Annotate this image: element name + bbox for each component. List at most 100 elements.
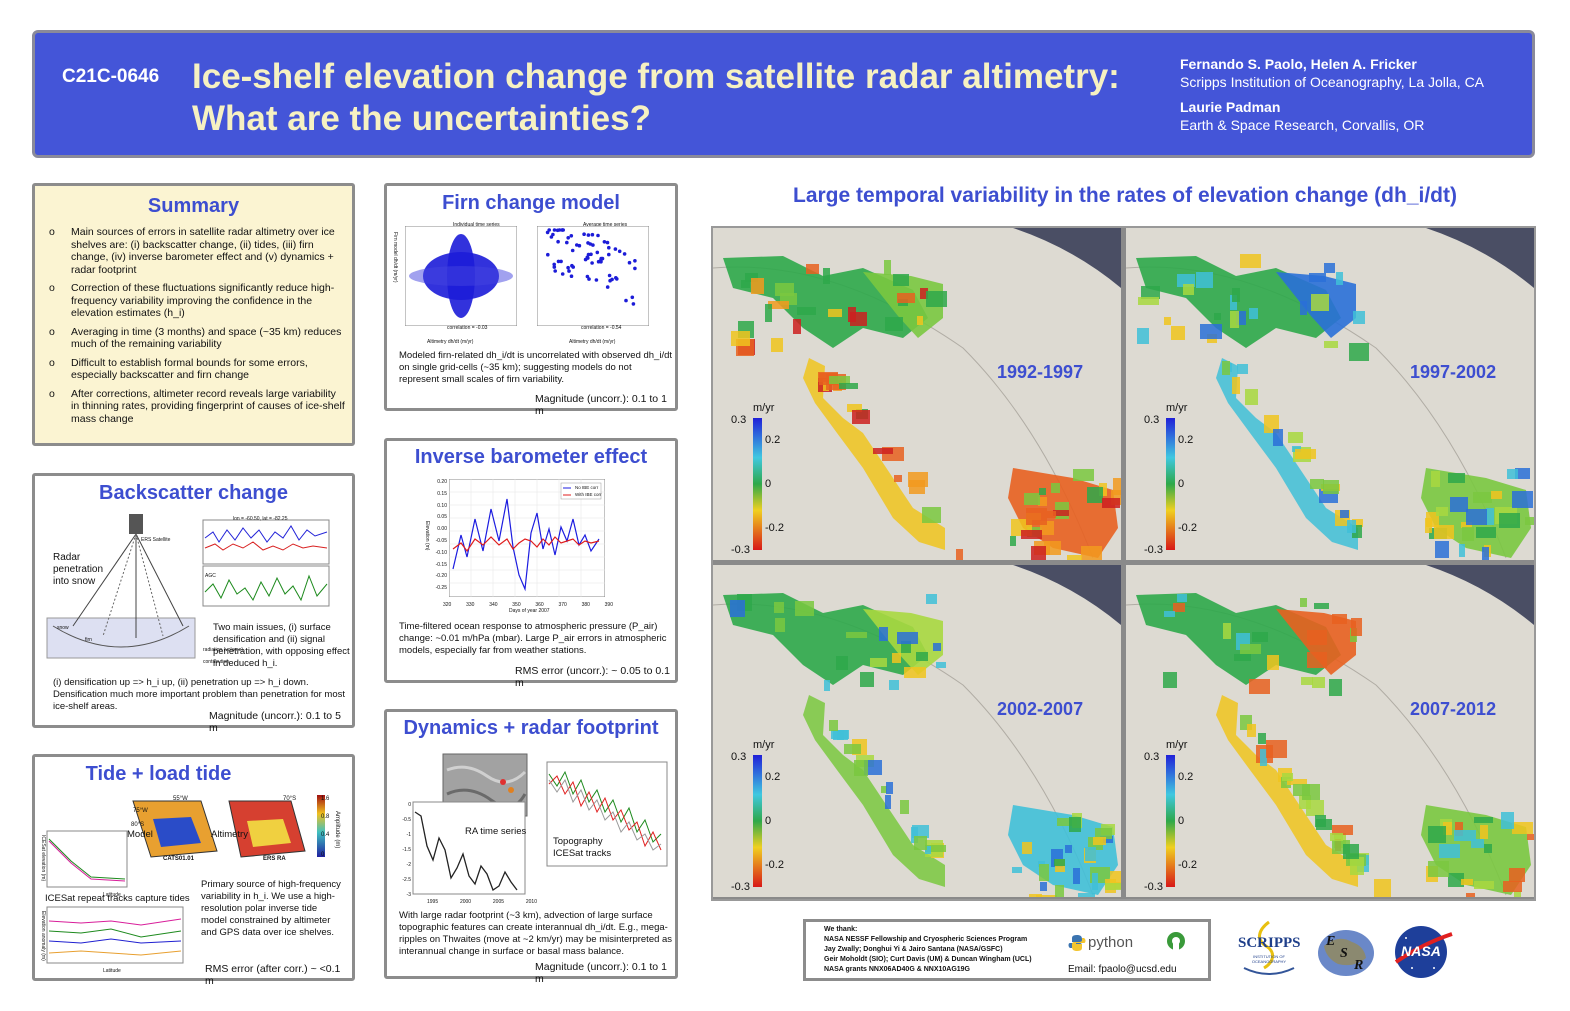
elevation-change-cell <box>1501 812 1514 829</box>
elevation-change-cell <box>879 627 888 641</box>
elevation-change-cell <box>1503 881 1522 892</box>
elevation-change-cell <box>1138 297 1159 305</box>
scatter-point <box>605 240 610 245</box>
colorbar-tick: -0.3 <box>1144 544 1163 556</box>
ocean-corner <box>1013 228 1121 288</box>
map-quadrant: 1997-2002 m/yr 0.3 0.2 0 -0.2 -0.3 <box>1126 228 1534 560</box>
altimetry-label: Altimetry <box>211 829 248 840</box>
y-tick: -2.5 <box>402 877 411 883</box>
elevation-change-cell <box>1307 630 1327 645</box>
scatter-point <box>631 302 636 306</box>
summary-panel: Summary Main sources of errors in satell… <box>32 183 355 446</box>
y-tick: -0.10 <box>435 549 447 556</box>
beam-line <box>102 533 137 637</box>
elevation-change-cell <box>1095 828 1112 839</box>
elevation-change-cell <box>1177 274 1195 287</box>
footprint-arc <box>52 625 190 648</box>
elevation-change-cell <box>1351 618 1362 636</box>
python-icon <box>1068 935 1086 951</box>
x-tick: 350 <box>512 602 521 608</box>
elevation-change-cell <box>1065 845 1072 853</box>
elevation-change-cell <box>1484 844 1492 853</box>
scatter-point <box>560 272 565 276</box>
elevation-change-cell <box>775 618 785 632</box>
elevation-change-cell <box>839 383 858 389</box>
colorbar-tick: 0 <box>765 478 772 490</box>
elevation-change-cell <box>1454 830 1476 841</box>
colorbar-tick: 0.3 <box>1144 414 1160 426</box>
elevation-change-cell <box>1047 511 1056 518</box>
colorbar-tick: 0 <box>1178 815 1185 827</box>
elevation-change-cell <box>1081 546 1102 560</box>
firn-left-title: Individual time series <box>453 222 500 228</box>
elevation-change-cell <box>829 376 850 384</box>
snow-label: snow <box>57 625 69 631</box>
elevation-change-cell <box>1471 839 1484 848</box>
y-tick: -3 <box>406 892 411 898</box>
backscatter-plot-top <box>202 519 330 565</box>
scatter-point <box>594 278 599 282</box>
elevation-change-cell <box>1486 508 1494 525</box>
elevation-change-cell <box>1310 479 1324 489</box>
elevation-change-cell <box>1312 677 1325 688</box>
elevation-change-cell <box>1474 881 1494 889</box>
ib-series <box>452 536 600 553</box>
cats-label: CATS01.01 <box>163 856 194 862</box>
elevation-change-cell <box>1374 879 1391 897</box>
elevation-change-cell <box>1509 868 1525 882</box>
colorbar-tick: 0 <box>765 815 772 827</box>
elevation-change-cell <box>1474 817 1493 823</box>
elevation-change-cell <box>1024 493 1040 505</box>
colorbar-tick: 0.3 <box>731 751 747 763</box>
elevation-change-cell <box>1295 449 1316 459</box>
elevation-change-cell <box>1491 491 1502 499</box>
scatter-point <box>595 250 600 255</box>
colorbar-tick: -0.3 <box>1144 881 1163 893</box>
anomaly-track <box>48 950 182 956</box>
x-tick: 390 <box>604 602 613 608</box>
elevation-change-cell <box>852 410 870 424</box>
icesat-track <box>548 770 662 843</box>
scatter-point <box>617 249 622 254</box>
lon-label: 75°W <box>133 808 148 814</box>
nasa-logo-text: NASA <box>1401 943 1441 959</box>
scatter-point <box>557 228 562 232</box>
elevation-change-cell <box>1245 389 1258 405</box>
email-link[interactable]: Email: fpaolo@ucsd.edu <box>1068 964 1177 975</box>
author-1: Fernando S. Paolo, Helen A. Fricker <box>1180 56 1417 72</box>
elevation-change-cell <box>1514 891 1521 897</box>
firn-scatter-right <box>537 226 649 326</box>
elevation-change-cell <box>1332 614 1347 624</box>
ib-error: RMS error (uncorr.): ~ 0.05 to 0.1 m <box>515 665 670 689</box>
elevation-change-cell <box>889 680 899 690</box>
elevation-change-cell <box>797 307 816 315</box>
elevation-change-cell <box>1026 508 1047 525</box>
beam-line <box>135 533 184 627</box>
elevation-change-cell <box>1230 311 1239 328</box>
elevation-change-cell <box>917 316 923 325</box>
icesat-track <box>48 840 126 882</box>
colorbar <box>753 755 762 887</box>
model-label: Model <box>127 829 153 840</box>
location-label: lon = -60.50, lat = -82.25 <box>233 516 288 522</box>
x-tick: 2000 <box>459 899 472 905</box>
elevation-change-cell <box>1040 882 1047 891</box>
elevation-change-cell <box>1352 525 1362 538</box>
elevation-change-cell <box>1512 822 1533 834</box>
elevation-change-cell <box>1336 272 1343 285</box>
elevation-change-cell <box>850 312 867 326</box>
scatter-point <box>560 228 564 232</box>
summary-item: After corrections, altimeter record reve… <box>49 388 347 426</box>
elevation-change-cell <box>1324 263 1335 273</box>
elevation-change-cell <box>893 274 909 286</box>
ib-panel: Inverse barometer effect No IBE corr Wit… <box>384 438 678 689</box>
elevation-anomaly-plot <box>46 906 184 964</box>
elevation-change-cell <box>1232 377 1240 394</box>
scripps-logo <box>1243 920 1295 975</box>
x-tick: 2010 <box>525 899 537 905</box>
elevation-change-cell <box>1450 497 1468 512</box>
elevation-change-cell <box>1482 547 1489 560</box>
elevation-change-cell <box>1029 894 1042 897</box>
elevation-change-cell <box>1323 480 1339 494</box>
period-label: 1997-2002 <box>1410 362 1497 382</box>
